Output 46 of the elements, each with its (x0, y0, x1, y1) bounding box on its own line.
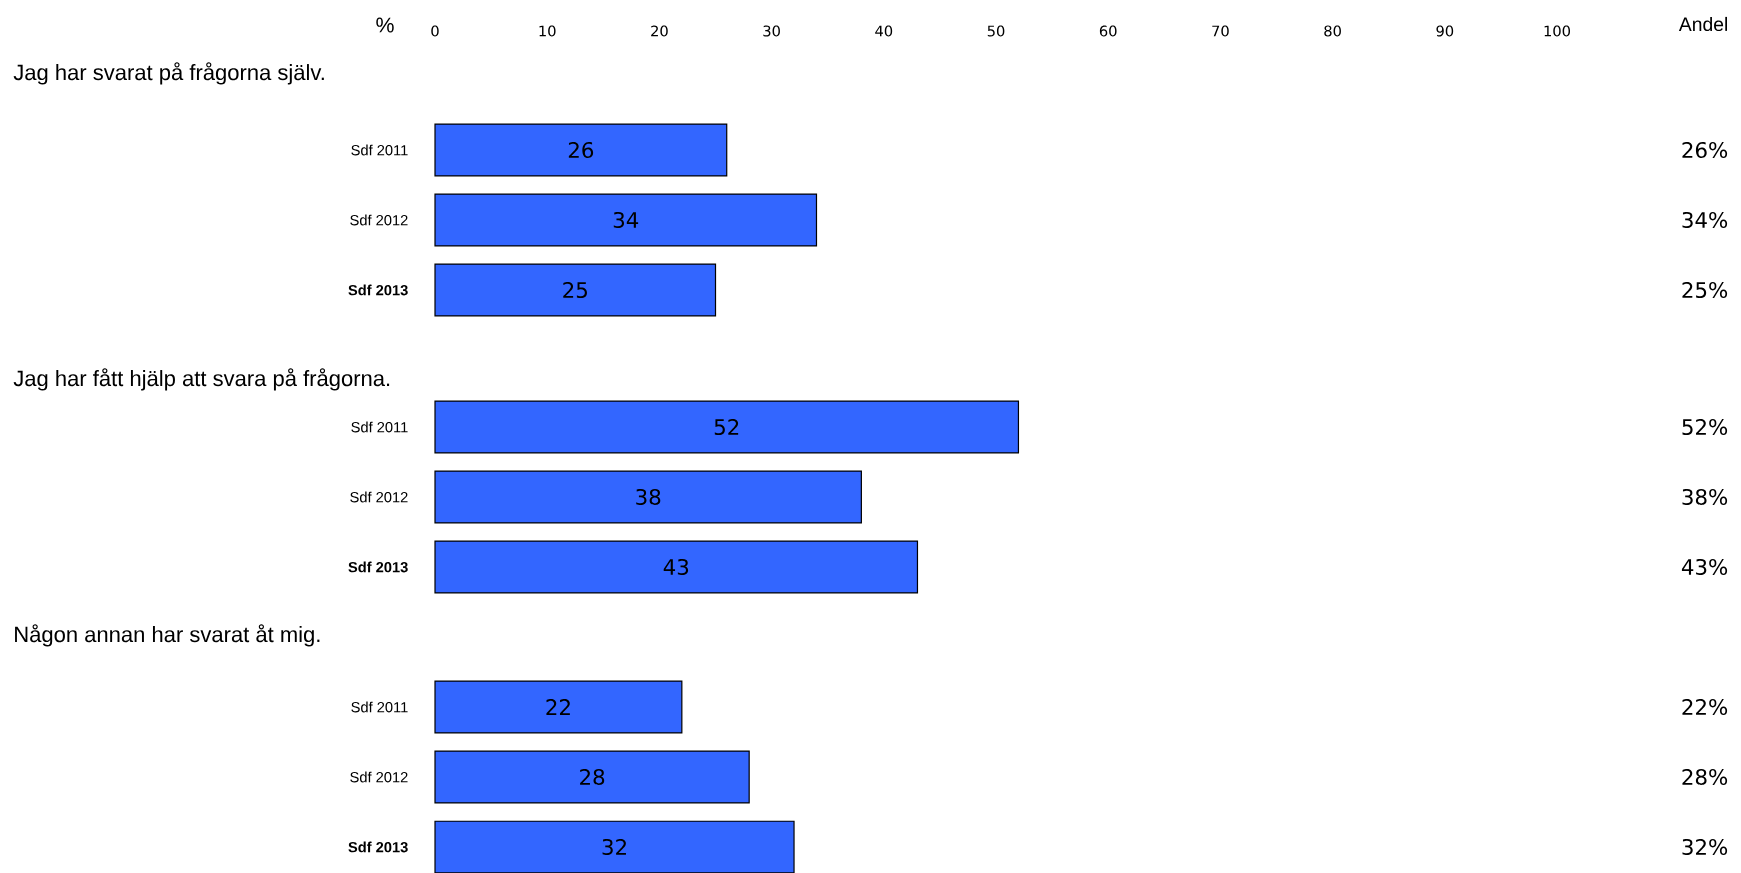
y-tick-label: Sdf 2012 (350, 491, 408, 503)
data-label: 52 (714, 418, 739, 436)
data-label: 34 (613, 211, 639, 229)
text: 22% (1682, 698, 1728, 716)
y2-axis-title: Andel (1678, 16, 1727, 32)
data-label: 32 (602, 838, 626, 856)
bar (434, 193, 818, 247)
data-label: 43 (663, 558, 689, 576)
text: 34% (1682, 211, 1728, 229)
y-tick-label: Sdf 2011 (351, 144, 408, 156)
data-label: 22 (546, 699, 570, 715)
x-tick-label: 20 (651, 25, 668, 37)
data-label: 25 (563, 281, 587, 299)
x-tick-label: 70 (1212, 25, 1229, 37)
text: 43% (1681, 558, 1728, 576)
y-tick-label: Sdf 2011 (351, 701, 408, 713)
x-tick-label: 50 (987, 25, 1005, 37)
data-label: 38 (636, 488, 661, 506)
y-tick-label: Sdf 2012 (350, 771, 408, 783)
bar (434, 263, 717, 317)
x-tick-label: 30 (763, 25, 780, 37)
data-label: 26 (568, 141, 594, 159)
x-tick-label: 40 (875, 25, 893, 37)
text: 38% (1682, 488, 1728, 506)
x-tick-label: 60 (1099, 25, 1117, 37)
x-tick-label: 0 (431, 25, 439, 37)
text: Jag har svarat på frågorna själv. (13, 62, 324, 85)
bar (434, 123, 728, 177)
y-tick-label: Sdf 2011 (351, 421, 408, 433)
text: 28% (1682, 768, 1728, 786)
data-label: 28 (580, 768, 605, 786)
text: Jag har fått hjälp att svara på frågorna. (13, 368, 390, 391)
y-tick-label: Sdf 2013 (348, 284, 408, 296)
text: 25% (1682, 281, 1728, 299)
y-tick-label: Sdf 2013 (348, 561, 408, 573)
x-axis-title: % (376, 17, 394, 33)
y-tick-label: Sdf 2013 (348, 841, 408, 853)
x-tick-label: 90 (1436, 25, 1454, 37)
text: 32% (1682, 838, 1728, 856)
x-tick-label: 80 (1324, 25, 1341, 37)
text: 26% (1682, 141, 1728, 159)
x-tick-label: 100 (1544, 25, 1571, 37)
text: Någon annan har svarat åt mig. (15, 624, 320, 647)
y-tick-label: Sdf 2012 (350, 214, 408, 226)
text: 52% (1682, 418, 1728, 436)
x-tick-label: 10 (539, 25, 556, 37)
